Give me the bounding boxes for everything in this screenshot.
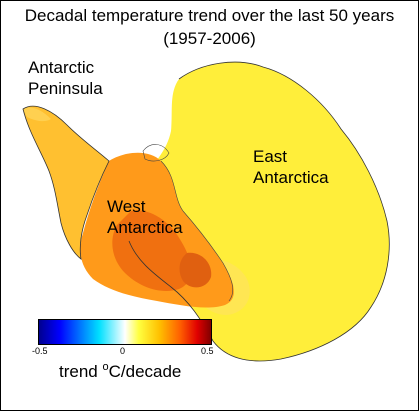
grounding-line (160, 160, 234, 302)
colorbar-tick-max: 0.5 (201, 346, 214, 356)
colorbar-ramp (38, 319, 212, 345)
label-west-antarctica-2: Antarctica (107, 218, 183, 237)
label-east-antarctica-1: East (253, 147, 288, 166)
colorbar-tick-min: -0.5 (32, 346, 48, 356)
label-antarctic-peninsula-2: Peninsula (28, 79, 103, 98)
colorbar-label-unit: C/decade (108, 362, 182, 381)
label-antarctic-peninsula-1: Antarctic (28, 58, 95, 77)
ice-shelf-outline (142, 144, 170, 162)
label-west-antarctica-1: West (107, 197, 146, 216)
west-antarctica-hotspot (179, 252, 212, 288)
colorbar-tick-zero: 0 (120, 346, 126, 356)
coastline (128, 61, 390, 362)
figure-title-line2: (1957-2006) (163, 29, 256, 48)
peninsula-tip (23, 107, 51, 122)
figure-title-line1: Decadal temperature trend over the last … (24, 6, 395, 25)
west-antarctica-core (112, 210, 192, 292)
degree-symbol: o (102, 361, 109, 373)
peninsula-coastline (22, 105, 110, 260)
colorbar-label-prefix: trend (59, 362, 103, 381)
colorbar-label: trend oC/decade (59, 361, 181, 382)
antarctic-peninsula-region (23, 106, 109, 259)
label-east-antarctica-2: Antarctica (253, 168, 329, 187)
